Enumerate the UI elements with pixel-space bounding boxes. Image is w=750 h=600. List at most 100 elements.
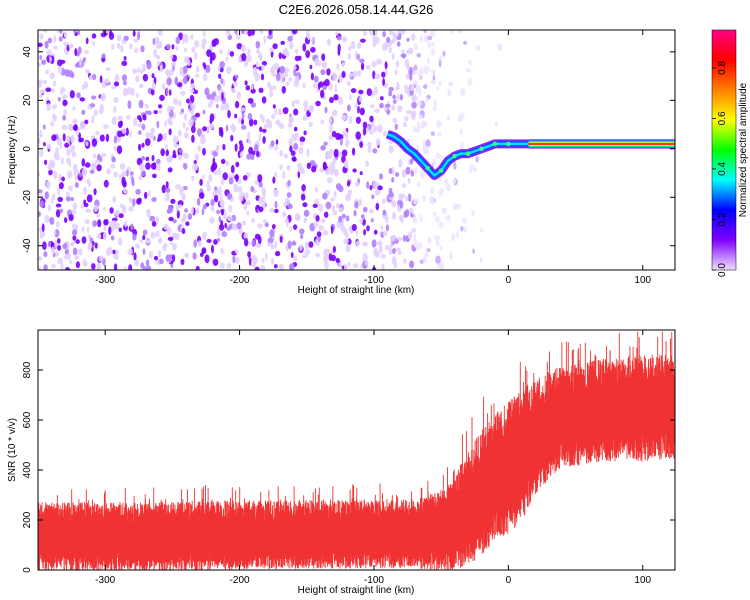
noise-speck (62, 243, 68, 250)
noise-speck (389, 241, 393, 249)
noise-speck (291, 30, 298, 35)
noise-speck (209, 217, 215, 224)
noise-speck (208, 174, 213, 183)
noise-speck (451, 232, 456, 242)
noise-speck (279, 235, 283, 243)
noise-speck (97, 219, 102, 228)
noise-speck (362, 252, 369, 262)
noise-speck (436, 85, 440, 91)
noise-speck (333, 148, 339, 158)
noise-speck (236, 91, 241, 100)
noise-speck (72, 235, 77, 241)
noise-speck (74, 48, 78, 57)
noise-speck (172, 135, 179, 144)
noise-speck (388, 86, 394, 92)
noise-speck (394, 69, 398, 75)
noise-speck (210, 164, 216, 173)
noise-speck (113, 145, 118, 152)
noise-speck (221, 91, 224, 101)
noise-speck (425, 97, 429, 103)
noise-speck (123, 266, 128, 270)
noise-speck (196, 197, 201, 206)
noise-speck (241, 118, 245, 125)
x-tick-label: -100 (364, 575, 384, 586)
noise-speck (373, 125, 378, 133)
noise-speck (324, 211, 329, 218)
snr-y-label: SNR (10 * v/v) (7, 418, 18, 482)
noise-speck (165, 254, 172, 262)
noise-speck (398, 159, 403, 168)
noise-speck (59, 30, 63, 34)
noise-speck (219, 61, 225, 68)
noise-speck (138, 99, 144, 109)
noise-speck (166, 71, 172, 78)
noise-speck (172, 98, 179, 106)
noise-speck (413, 167, 418, 175)
spectrogram-noise-field (38, 30, 503, 270)
noise-speck (112, 249, 116, 255)
noise-speck (308, 121, 313, 128)
noise-speck (46, 103, 51, 112)
noise-speck (360, 62, 365, 71)
noise-speck (338, 262, 343, 268)
noise-speck (42, 79, 48, 85)
noise-speck (193, 89, 198, 95)
noise-speck (347, 52, 351, 60)
noise-speck (341, 114, 347, 120)
noise-speck (139, 239, 144, 244)
noise-speck (182, 33, 188, 41)
noise-speck (67, 123, 74, 132)
noise-speck (53, 45, 58, 50)
noise-speck (365, 64, 371, 70)
noise-speck (134, 258, 140, 267)
noise-speck (303, 217, 308, 224)
noise-speck (391, 200, 396, 208)
noise-speck (193, 239, 197, 248)
noise-speck (272, 104, 276, 109)
noise-speck (105, 133, 110, 142)
noise-speck (324, 106, 328, 114)
noise-speck (287, 240, 292, 250)
noise-speck (72, 152, 77, 158)
noise-speck (51, 193, 56, 200)
noise-speck (137, 123, 143, 128)
noise-speck (443, 178, 449, 186)
noise-speck (308, 104, 315, 114)
noise-speck (145, 162, 151, 170)
noise-speck (84, 218, 90, 225)
noise-speck (219, 262, 225, 269)
noise-speck (160, 148, 165, 157)
noise-speck (293, 126, 298, 132)
noise-speck (283, 153, 288, 159)
noise-speck (397, 236, 403, 241)
noise-speck (49, 56, 52, 62)
colorbar-tick-label: 0.4 (717, 162, 728, 176)
noise-speck (181, 228, 186, 235)
noise-speck (133, 38, 139, 43)
noise-speck (46, 181, 51, 188)
x-tick-label: 0 (506, 575, 512, 586)
noise-speck (166, 155, 172, 163)
noise-speck (131, 176, 135, 184)
noise-speck (366, 225, 370, 232)
noise-speck (313, 75, 319, 83)
noise-speck (226, 66, 232, 75)
noise-speck (305, 50, 311, 59)
noise-speck (166, 43, 171, 50)
noise-speck (385, 214, 389, 224)
noise-speck (384, 67, 388, 76)
noise-speck (268, 30, 272, 36)
noise-speck (64, 217, 68, 223)
noise-speck (179, 67, 184, 76)
noise-speck (194, 40, 200, 48)
noise-speck (139, 69, 144, 74)
noise-speck (89, 169, 95, 174)
x-tick-label: -100 (364, 275, 384, 286)
noise-speck (358, 198, 363, 207)
noise-speck (312, 83, 319, 89)
noise-speck (328, 124, 333, 133)
noise-speck (344, 232, 349, 238)
noise-speck (283, 202, 288, 207)
noise-speck (234, 100, 240, 109)
noise-speck (309, 160, 316, 166)
